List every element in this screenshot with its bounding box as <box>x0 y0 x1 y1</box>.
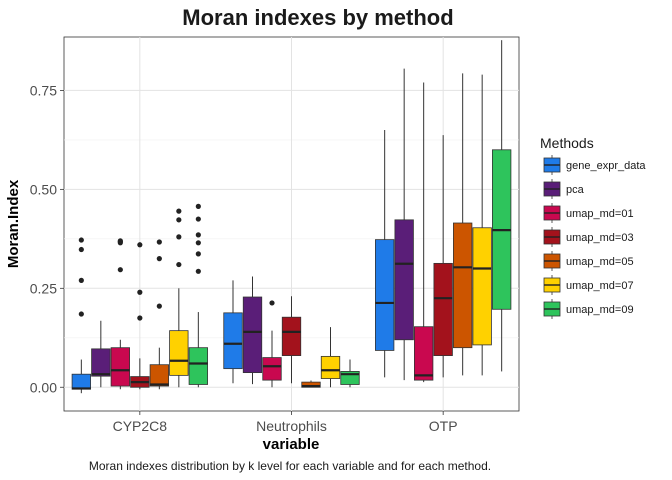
box-body <box>472 227 492 346</box>
box-umap_md=07-CYP2C8 <box>169 208 189 388</box>
x-axis-title: variable <box>263 436 320 453</box>
box-body <box>149 364 169 387</box>
x-tick-label: OTP <box>429 418 458 434</box>
box-umap_md=01-Neutrophils <box>262 300 282 388</box>
box-gene_expr_data-CYP2C8 <box>71 237 91 394</box>
outlier-point <box>117 267 123 273</box>
legend-label: umap_md=05 <box>566 256 634 268</box>
legend-label: umap_md=09 <box>566 304 634 316</box>
box-umap_md=09-CYP2C8 <box>188 203 208 388</box>
outlier-point <box>156 256 162 262</box>
legend-label: umap_md=03 <box>566 232 634 244</box>
box-body <box>262 357 282 381</box>
outlier-point <box>176 208 182 214</box>
outlier-point <box>156 239 162 245</box>
x-tick-label: CYP2C8 <box>113 418 168 434</box>
box-umap_md=07-OTP <box>472 74 492 376</box>
legend-item-umap_md=05: umap_md=05 <box>543 251 634 271</box>
outlier-point <box>78 246 84 253</box>
outlier-point <box>78 237 84 243</box>
chart-title: Moran indexes by method <box>182 5 453 30</box>
box-body <box>91 348 111 377</box>
box-body <box>223 312 243 370</box>
outlier-point <box>137 315 143 321</box>
y-tick-label: 0.00 <box>30 379 57 395</box>
outlier-point <box>269 300 275 306</box>
box-umap_md=03-Neutrophils <box>281 296 302 384</box>
box-umap_md=07-Neutrophils <box>320 327 341 388</box>
box-body <box>433 262 453 356</box>
outlier-point <box>195 240 201 246</box>
legend-item-umap_md=01: umap_md=01 <box>543 203 634 223</box>
box-pca-CYP2C8 <box>91 320 111 388</box>
outlier-point <box>195 232 201 238</box>
axis-layer: 0.00 0.25 0.50 0.75 CYP2C8 Neutrophils OTP <box>30 82 458 434</box>
y-tick-label: 0.25 <box>30 280 57 296</box>
y-tick-label: 0.50 <box>30 181 57 197</box>
x-tick-label: Neutrophils <box>256 418 327 434</box>
outlier-point <box>137 289 143 295</box>
box-body <box>71 373 91 390</box>
outlier-point <box>137 242 143 248</box>
chart-caption: Moran indexes distribution by k level fo… <box>89 459 491 473</box>
legend-label: umap_md=01 <box>566 208 634 220</box>
legend-label: pca <box>566 184 585 196</box>
outlier-point <box>78 311 84 317</box>
box-body <box>414 326 434 381</box>
box-pca-Neutrophils <box>242 276 263 385</box>
box-body <box>110 347 130 387</box>
outlier-point <box>195 216 201 222</box>
outlier-point <box>195 251 201 257</box>
legend-item-pca: pca <box>543 179 585 199</box>
legend-item-gene_expr_data: gene_expr_data <box>543 155 646 175</box>
box-body <box>188 347 208 385</box>
box-umap_md=03-CYP2C8 <box>130 242 150 390</box>
y-axis-title: Moran.Index <box>5 179 22 268</box>
box-body <box>242 296 263 374</box>
legend-item-umap_md=09: umap_md=09 <box>543 299 634 319</box>
box-body <box>375 239 395 351</box>
box-umap_md=09-OTP <box>492 40 512 372</box>
legend-title: Methods <box>540 135 594 151</box>
box-umap_md=05-OTP <box>453 73 473 376</box>
box-body <box>453 222 473 349</box>
box-gene_expr_data-Neutrophils <box>223 280 243 384</box>
box-umap_md=01-OTP <box>414 82 434 383</box>
box-umap_md=05-CYP2C8 <box>149 239 169 390</box>
box-layer <box>71 40 512 394</box>
outlier-point <box>195 203 201 209</box>
box-umap_md=09-Neutrophils <box>340 359 360 388</box>
box-gene_expr_data-OTP <box>375 130 395 378</box>
box-body <box>320 355 341 379</box>
box-pca-OTP <box>394 68 414 381</box>
outlier-point <box>176 261 182 268</box>
legend-item-umap_md=07: umap_md=07 <box>543 275 634 295</box>
legend-item-umap_md=03: umap_md=03 <box>543 227 634 247</box>
outlier-point <box>195 268 201 274</box>
outlier-point <box>156 303 162 309</box>
box-body <box>301 381 321 388</box>
box-umap_md=01-CYP2C8 <box>110 238 130 390</box>
box-body <box>169 330 189 376</box>
y-tick-label: 0.75 <box>30 82 57 98</box>
legend-label: umap_md=07 <box>566 280 634 292</box>
outlier-point <box>176 234 182 240</box>
box-body <box>394 219 414 341</box>
box-umap_md=05-Neutrophils <box>301 380 321 388</box>
outlier-point <box>176 217 182 223</box>
box-umap_md=03-OTP <box>433 135 453 378</box>
outlier-point <box>78 277 84 283</box>
legend-label: gene_expr_data <box>566 160 646 172</box>
box-body <box>281 316 302 356</box>
outlier-point <box>117 238 123 244</box>
